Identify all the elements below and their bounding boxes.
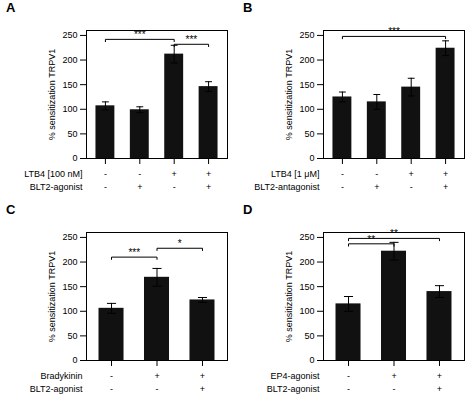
svg-text:150: 150 xyxy=(62,80,77,90)
svg-text:+: + xyxy=(172,169,177,179)
svg-text:+: + xyxy=(200,371,205,381)
svg-text:+: + xyxy=(374,182,379,192)
svg-text:Bradykinin: Bradykinin xyxy=(40,371,82,381)
svg-text:50: 50 xyxy=(304,129,314,139)
svg-text:+: + xyxy=(437,371,442,381)
svg-text:100: 100 xyxy=(62,306,77,316)
svg-text:-: - xyxy=(347,371,350,381)
svg-text:EP4-agonist: EP4-agonist xyxy=(270,371,320,381)
svg-text:% sensitization TRPV1: % sensitization TRPV1 xyxy=(284,49,294,140)
svg-text:200: 200 xyxy=(299,257,314,267)
svg-text:LTB4 [100 nM]: LTB4 [100 nM] xyxy=(24,169,82,179)
svg-text:-: - xyxy=(393,384,396,394)
svg-text:250: 250 xyxy=(62,30,77,40)
svg-text:250: 250 xyxy=(299,30,314,40)
svg-text:+: + xyxy=(154,371,159,381)
svg-text:% sensitization TRPV1: % sensitization TRPV1 xyxy=(47,49,57,140)
svg-text:100: 100 xyxy=(62,104,77,114)
svg-text:**: ** xyxy=(390,228,398,239)
svg-text:-: - xyxy=(138,169,141,179)
svg-text:100: 100 xyxy=(299,104,314,114)
svg-text:+: + xyxy=(409,169,414,179)
svg-text:-: - xyxy=(156,384,159,394)
svg-text:% sensitization TRPV1: % sensitization TRPV1 xyxy=(284,251,294,342)
svg-text:150: 150 xyxy=(299,80,314,90)
svg-text:100: 100 xyxy=(299,306,314,316)
svg-text:+: + xyxy=(437,384,442,394)
svg-text:+: + xyxy=(206,169,211,179)
svg-text:***: *** xyxy=(388,26,400,37)
svg-text:**: ** xyxy=(367,234,375,245)
svg-text:BLT2-agonist: BLT2-agonist xyxy=(30,384,83,394)
svg-text:BLT2-agonist: BLT2-agonist xyxy=(267,384,320,394)
svg-text:-: - xyxy=(341,169,344,179)
svg-text:-: - xyxy=(104,182,107,192)
svg-text:150: 150 xyxy=(299,282,314,292)
svg-text:250: 250 xyxy=(299,232,314,242)
svg-text:0: 0 xyxy=(72,153,77,163)
svg-text:+: + xyxy=(206,182,211,192)
svg-text:200: 200 xyxy=(62,257,77,267)
svg-text:+: + xyxy=(200,384,205,394)
svg-text:-: - xyxy=(347,384,350,394)
svg-text:***: *** xyxy=(134,29,146,40)
svg-text:BLT2-antagonist: BLT2-antagonist xyxy=(254,182,320,192)
svg-text:0: 0 xyxy=(309,153,314,163)
svg-text:*: * xyxy=(178,238,182,249)
html-text:D: D xyxy=(243,202,253,217)
svg-text:0: 0 xyxy=(72,355,77,365)
svg-text:+: + xyxy=(443,182,448,192)
svg-text:+: + xyxy=(391,371,396,381)
svg-text:-: - xyxy=(410,182,413,192)
svg-text:+: + xyxy=(137,182,142,192)
svg-text:% sensitization TRPV1: % sensitization TRPV1 xyxy=(47,251,57,342)
html-text:B: B xyxy=(243,0,253,15)
html-text:C: C xyxy=(6,202,16,217)
svg-text:***: *** xyxy=(128,247,140,258)
svg-text:LTB4 [1 μM]: LTB4 [1 μM] xyxy=(271,169,320,179)
svg-text:200: 200 xyxy=(299,55,314,65)
svg-text:250: 250 xyxy=(62,232,77,242)
html-text:A: A xyxy=(6,0,16,15)
svg-text:+: + xyxy=(443,169,448,179)
svg-text:-: - xyxy=(110,371,113,381)
svg-text:***: *** xyxy=(186,34,198,45)
svg-text:50: 50 xyxy=(67,129,77,139)
svg-text:50: 50 xyxy=(67,331,77,341)
svg-text:50: 50 xyxy=(304,331,314,341)
svg-text:200: 200 xyxy=(62,55,77,65)
svg-text:BLT2-agonist: BLT2-agonist xyxy=(30,182,83,192)
svg-text:0: 0 xyxy=(309,355,314,365)
svg-text:150: 150 xyxy=(62,282,77,292)
svg-text:-: - xyxy=(104,169,107,179)
svg-text:-: - xyxy=(173,182,176,192)
svg-text:-: - xyxy=(375,169,378,179)
svg-text:-: - xyxy=(110,384,113,394)
svg-text:-: - xyxy=(341,182,344,192)
